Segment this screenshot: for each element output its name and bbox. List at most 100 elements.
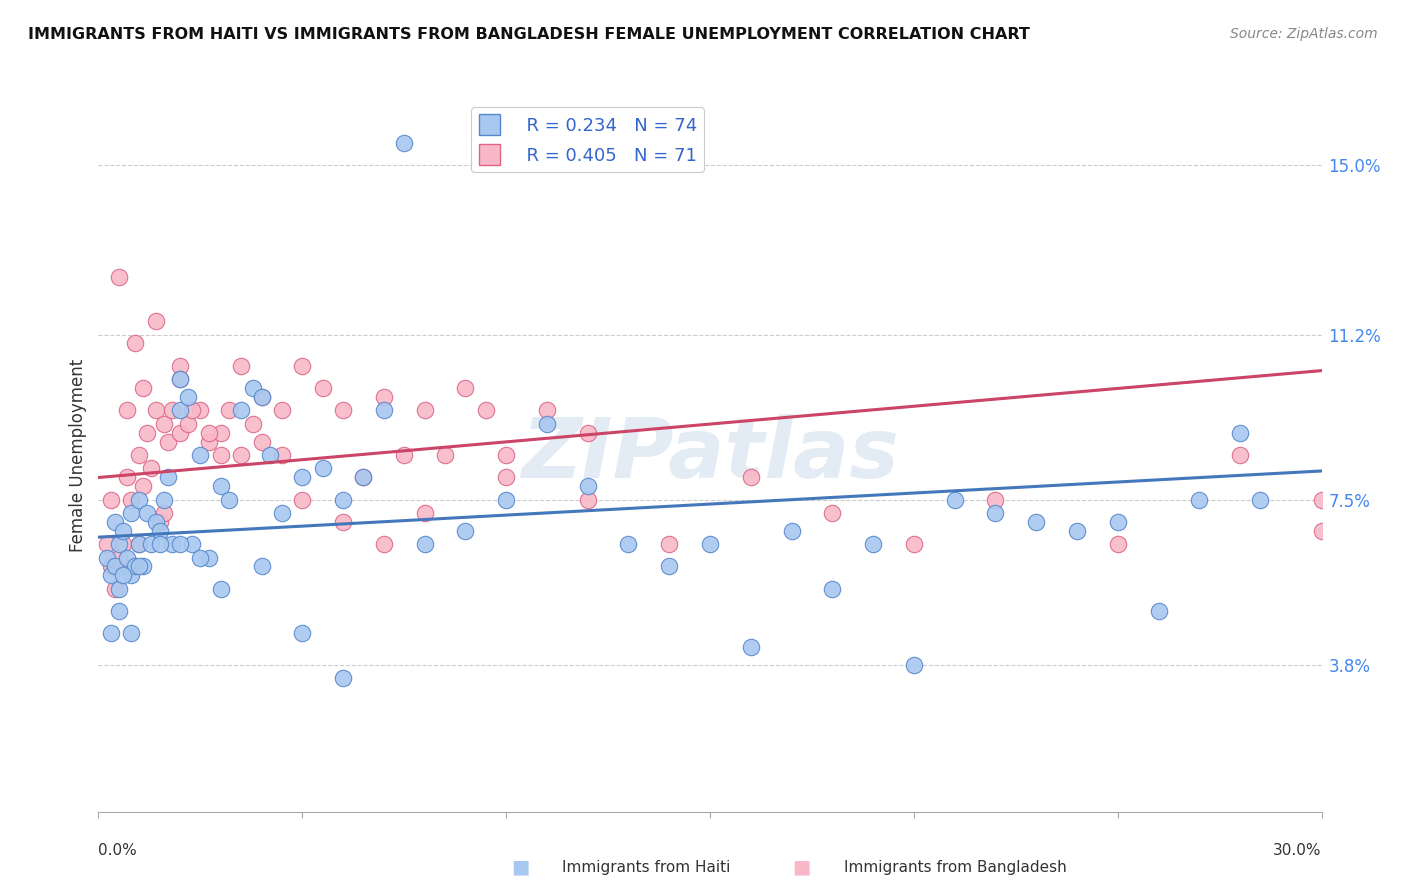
Point <box>120 626 142 640</box>
Point <box>188 550 212 565</box>
Point <box>209 425 232 440</box>
Point <box>108 604 131 618</box>
Point <box>352 470 374 484</box>
Point <box>576 492 599 507</box>
Text: Immigrants from Bangladesh: Immigrants from Bangladesh <box>844 860 1066 874</box>
Point <box>108 550 131 565</box>
Point <box>392 448 416 462</box>
Point <box>152 506 174 520</box>
Point <box>169 359 191 373</box>
Point <box>373 403 395 417</box>
Point <box>1310 492 1333 507</box>
Point <box>181 537 204 551</box>
Point <box>100 559 122 574</box>
Point <box>903 657 925 672</box>
Point <box>132 559 155 574</box>
Point <box>169 425 191 440</box>
Point <box>259 448 281 462</box>
Text: ZIPatlas: ZIPatlas <box>522 415 898 495</box>
Point <box>128 448 150 462</box>
Point <box>433 448 456 462</box>
Point <box>96 537 118 551</box>
Point <box>124 559 146 574</box>
Point <box>312 461 335 475</box>
Point <box>197 550 219 565</box>
Point <box>943 492 966 507</box>
Point <box>495 448 517 462</box>
Point <box>100 626 122 640</box>
Point <box>141 461 163 475</box>
Point <box>454 524 477 538</box>
Point <box>495 492 517 507</box>
Text: ■: ■ <box>792 857 811 877</box>
Point <box>115 403 138 417</box>
Point <box>332 515 354 529</box>
Point <box>291 359 314 373</box>
Point <box>177 417 200 431</box>
Point <box>536 403 558 417</box>
Point <box>862 537 884 551</box>
Point <box>104 582 127 596</box>
Point <box>821 506 844 520</box>
Point <box>209 582 232 596</box>
Point <box>699 537 721 551</box>
Point <box>209 448 232 462</box>
Point <box>740 470 762 484</box>
Point <box>156 470 179 484</box>
Point <box>270 448 294 462</box>
Point <box>96 550 118 565</box>
Point <box>128 537 150 551</box>
Point <box>231 359 253 373</box>
Point <box>136 425 159 440</box>
Point <box>177 390 200 404</box>
Text: 0.0%: 0.0% <box>98 843 138 858</box>
Point <box>1249 492 1271 507</box>
Text: IMMIGRANTS FROM HAITI VS IMMIGRANTS FROM BANGLADESH FEMALE UNEMPLOYMENT CORRELAT: IMMIGRANTS FROM HAITI VS IMMIGRANTS FROM… <box>28 27 1031 42</box>
Point <box>169 403 191 417</box>
Point <box>658 537 681 551</box>
Point <box>291 492 314 507</box>
Point <box>312 381 335 395</box>
Point <box>1147 604 1170 618</box>
Point <box>104 559 127 574</box>
Point <box>617 537 640 551</box>
Point <box>108 582 131 596</box>
Point <box>141 537 163 551</box>
Point <box>120 568 142 582</box>
Point <box>124 559 146 574</box>
Point <box>270 506 294 520</box>
Point <box>1025 515 1047 529</box>
Point <box>149 515 172 529</box>
Point <box>120 492 142 507</box>
Point <box>209 479 232 493</box>
Point <box>128 492 150 507</box>
Point <box>108 537 131 551</box>
Point <box>197 425 219 440</box>
Point <box>984 492 1007 507</box>
Point <box>149 524 172 538</box>
Point <box>115 550 138 565</box>
Point <box>352 470 374 484</box>
Point <box>373 537 395 551</box>
Point <box>188 448 212 462</box>
Point <box>111 537 134 551</box>
Point <box>413 506 436 520</box>
Point <box>413 537 436 551</box>
Point <box>160 537 183 551</box>
Text: 30.0%: 30.0% <box>1274 843 1322 858</box>
Point <box>188 403 212 417</box>
Point <box>250 390 273 404</box>
Point <box>169 372 191 386</box>
Point <box>145 403 167 417</box>
Text: Immigrants from Haiti: Immigrants from Haiti <box>562 860 731 874</box>
Point <box>740 640 762 654</box>
Point <box>984 506 1007 520</box>
Point <box>576 425 599 440</box>
Point <box>128 559 150 574</box>
Point <box>181 403 204 417</box>
Point <box>152 417 174 431</box>
Point <box>495 470 517 484</box>
Point <box>291 626 314 640</box>
Point <box>1107 537 1129 551</box>
Text: Source: ZipAtlas.com: Source: ZipAtlas.com <box>1230 27 1378 41</box>
